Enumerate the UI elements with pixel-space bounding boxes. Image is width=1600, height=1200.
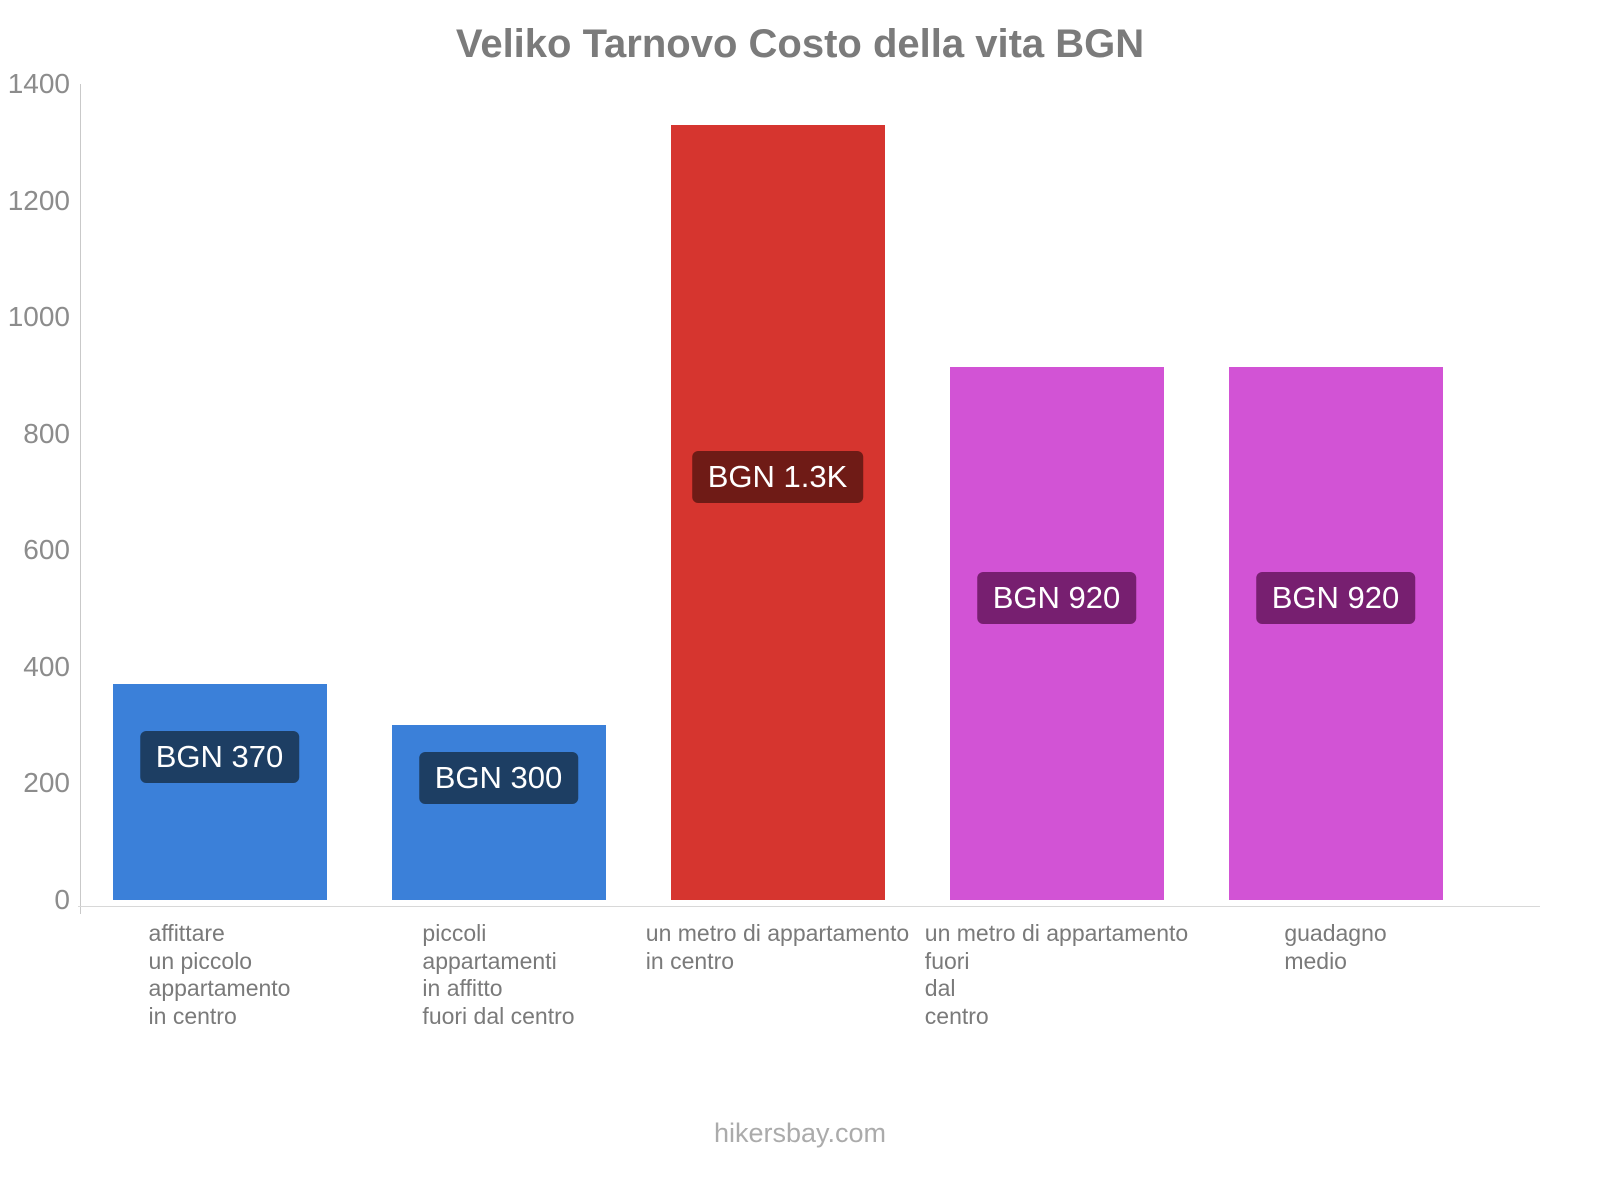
y-tick-label: 400	[23, 650, 70, 682]
bar-value-label: BGN 1.3K	[691, 451, 864, 504]
bar-value-label: BGN 370	[139, 731, 300, 784]
x-category-label: piccoli appartamenti in affitto fuori da…	[422, 920, 575, 1029]
bar-value-label: BGN 920	[1255, 572, 1416, 625]
bar	[949, 366, 1164, 900]
bar	[670, 124, 885, 900]
y-tick-label: 600	[23, 534, 70, 566]
y-tick-label: 1000	[7, 301, 70, 333]
bar-value-label: BGN 920	[976, 572, 1137, 625]
y-tick-label: 200	[23, 767, 70, 799]
x-category-label: guadagno medio	[1284, 920, 1387, 974]
bar-value-label: BGN 300	[418, 751, 579, 804]
bar	[112, 684, 327, 900]
x-category-label: un metro di appartamento in centro	[645, 920, 910, 974]
y-tick-label: 0	[54, 884, 70, 915]
y-tick-label: 800	[23, 417, 70, 449]
bar	[1228, 366, 1443, 900]
x-axis-line	[78, 906, 1540, 907]
x-category-label: affittare un piccolo appartamento in cen…	[148, 920, 291, 1029]
y-tick-label: 1200	[7, 184, 70, 216]
x-category-label: un metro di appartamento fuori dal centr…	[924, 920, 1189, 1029]
y-tick-label: 1400	[7, 68, 70, 99]
watermark: hikersbay.com	[713, 1118, 887, 1148]
y-axis-line	[80, 84, 81, 914]
chart-title: Veliko Tarnovo Costo della vita BGN	[455, 22, 1145, 66]
